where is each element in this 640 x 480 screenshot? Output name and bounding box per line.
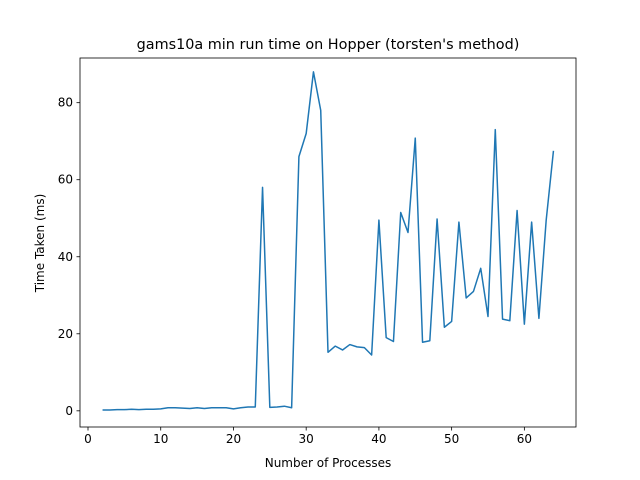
x-tick-label: 40 [371, 432, 386, 446]
x-tick-label: 50 [444, 432, 459, 446]
y-tick-label: 0 [65, 404, 73, 418]
data-line [102, 71, 555, 411]
y-axis-label: Time Taken (ms) [33, 194, 47, 294]
y-tick-label: 40 [58, 250, 73, 264]
chart-title: gams10a min run time on Hopper (torsten'… [137, 37, 520, 53]
y-tick-label: 20 [58, 327, 73, 341]
y-tick-label: 80 [58, 96, 73, 110]
y-tick-label: 60 [58, 173, 73, 187]
plot-frame [79, 57, 577, 428]
x-tick-label: 20 [226, 432, 241, 446]
x-axis-label: Number of Processes [265, 456, 392, 470]
x-tick-label: 0 [84, 432, 92, 446]
x-tick-label: 30 [299, 432, 314, 446]
x-tick-label: 60 [517, 432, 532, 446]
x-tick-label: 10 [153, 432, 168, 446]
